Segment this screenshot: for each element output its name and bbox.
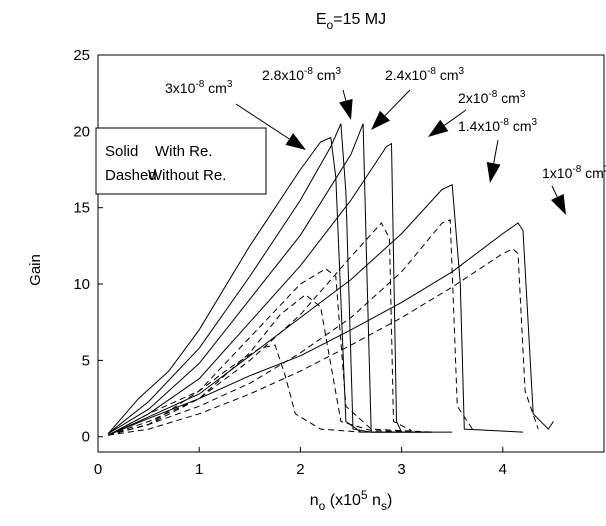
- series-line: [107, 344, 362, 436]
- annotation-part: 2x10: [458, 90, 489, 106]
- arrow-head: [486, 162, 501, 183]
- series-line: [107, 123, 432, 435]
- annotation-part: -8: [572, 164, 581, 175]
- chart-title-part: =15 MJ: [333, 11, 386, 28]
- annotation: 3x10-8 cm3: [165, 79, 233, 96]
- annotation-part: 3: [336, 66, 342, 77]
- annotation: 1.4x10-8 cm3: [458, 117, 538, 134]
- series-line: [107, 294, 422, 436]
- arrow-head: [371, 110, 390, 130]
- legend-style: Dashed: [105, 167, 157, 184]
- y-axis-label: Gain: [27, 254, 44, 286]
- plot-frame: [97, 54, 605, 453]
- series-line: [107, 184, 524, 436]
- x-axis-label: no (x105 ns): [310, 488, 393, 513]
- annotation-part: cm: [436, 67, 459, 83]
- legend-box: [95, 127, 267, 195]
- arrow-head: [428, 119, 449, 137]
- x-axis-label-part: n: [368, 492, 381, 509]
- series-line: [108, 248, 539, 436]
- legend-label: Without Re.: [148, 167, 226, 184]
- series-line: [107, 268, 433, 436]
- annotation-arrow: [493, 139, 499, 164]
- y-tick-label: 10: [73, 276, 90, 293]
- x-axis-label-part: s: [381, 499, 387, 513]
- x-axis-label-part: o: [319, 499, 326, 513]
- annotation-part: -8: [427, 66, 436, 77]
- annotation-part: 2.4x10: [385, 67, 427, 83]
- arrow-head: [339, 98, 353, 120]
- arrow-head: [285, 133, 306, 150]
- x-axis-label-part: 5: [361, 488, 368, 502]
- annotation-part: -8: [304, 66, 313, 77]
- annotation-part: cm: [313, 67, 336, 83]
- annotation-part: cm: [204, 80, 227, 96]
- y-tick-label: 25: [73, 47, 90, 64]
- annotation-part: 3: [227, 79, 233, 90]
- arrow-head: [551, 193, 566, 215]
- y-tick-label: 5: [82, 352, 90, 369]
- x-tick-label: 4: [499, 461, 507, 478]
- annotation-part: cm: [509, 118, 532, 134]
- y-tick-label: 20: [73, 123, 90, 140]
- x-tick-label: 1: [195, 461, 203, 478]
- annotation: 1x10-8 cm3: [542, 164, 606, 181]
- series-line: [107, 219, 473, 436]
- annotation-arrow: [384, 89, 411, 117]
- annotation-part: 3: [604, 164, 606, 175]
- annotation-part: 1.4x10: [458, 118, 500, 134]
- annotation-arrow: [444, 109, 467, 126]
- chart-title-part: o: [327, 18, 334, 32]
- annotation-part: -8: [488, 89, 497, 100]
- annotation-part: 3: [520, 89, 526, 100]
- annotation-part: 2.8x10: [262, 67, 304, 83]
- annotation-arrow: [342, 89, 347, 101]
- annotation-part: 1x10: [542, 165, 573, 181]
- annotation-part: -8: [500, 117, 509, 128]
- series-line: [107, 123, 432, 435]
- chart-title-part: E: [316, 11, 327, 28]
- series-line: [107, 222, 554, 436]
- annotation-arrow: [551, 185, 558, 198]
- x-axis-label-part: ): [387, 492, 392, 509]
- legend-style: Solid: [105, 143, 138, 160]
- series-line: [107, 222, 412, 436]
- annotation-part: 3: [459, 66, 465, 77]
- x-axis-label-part: n: [310, 492, 319, 509]
- series-line: [107, 142, 453, 436]
- annotation: 2.8x10-8 cm3: [262, 66, 342, 83]
- annotation-part: cm: [497, 90, 520, 106]
- x-axis-label-part: (x10: [325, 492, 361, 509]
- annotation-part: cm: [581, 165, 604, 181]
- y-tick-label: 15: [73, 200, 90, 217]
- legend-label: With Re.: [155, 143, 213, 160]
- annotation: 2x10-8 cm3: [458, 89, 526, 106]
- annotation-part: 3: [532, 117, 538, 128]
- y-tick-label: 0: [82, 429, 90, 446]
- x-tick-label: 2: [296, 461, 304, 478]
- annotation-part: 3x10: [165, 80, 196, 96]
- annotation: 2.4x10-8 cm3: [385, 66, 465, 83]
- chart-title: Eo=15 MJ: [316, 11, 386, 32]
- annotation-part: -8: [195, 79, 204, 90]
- annotation-arrow: [235, 103, 290, 140]
- x-tick-label: 3: [397, 461, 405, 478]
- x-tick-label: 0: [94, 461, 102, 478]
